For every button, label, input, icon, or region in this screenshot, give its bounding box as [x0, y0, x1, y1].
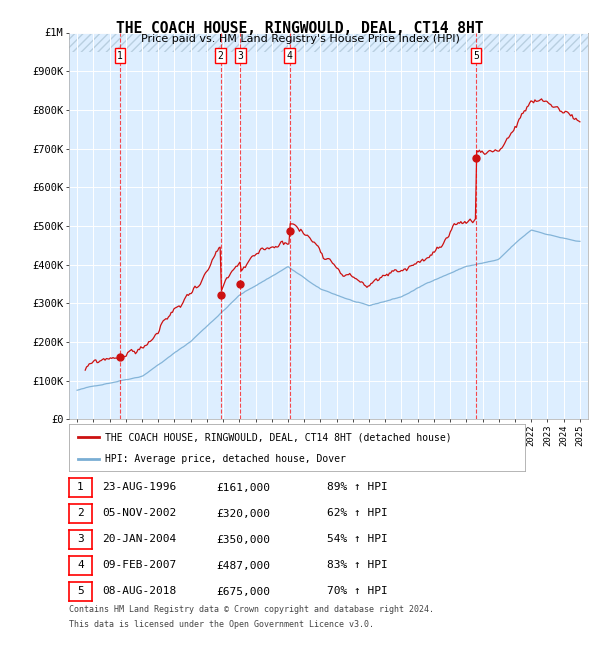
Text: 1: 1	[117, 51, 123, 60]
Text: 23-AUG-1996: 23-AUG-1996	[102, 482, 176, 493]
Text: 54% ↑ HPI: 54% ↑ HPI	[327, 534, 388, 545]
Text: £320,000: £320,000	[216, 508, 270, 519]
Text: 62% ↑ HPI: 62% ↑ HPI	[327, 508, 388, 519]
Text: Price paid vs. HM Land Registry's House Price Index (HPI): Price paid vs. HM Land Registry's House …	[140, 34, 460, 44]
Text: 1: 1	[77, 482, 84, 493]
Text: 70% ↑ HPI: 70% ↑ HPI	[327, 586, 388, 597]
Text: 3: 3	[237, 51, 243, 60]
Text: HPI: Average price, detached house, Dover: HPI: Average price, detached house, Dove…	[106, 454, 346, 464]
Text: 05-NOV-2002: 05-NOV-2002	[102, 508, 176, 519]
Text: 4: 4	[287, 51, 293, 60]
Text: Contains HM Land Registry data © Crown copyright and database right 2024.: Contains HM Land Registry data © Crown c…	[69, 605, 434, 614]
Bar	[69, 32, 588, 52]
Text: £487,000: £487,000	[216, 560, 270, 571]
Text: 4: 4	[77, 560, 84, 571]
Text: THE COACH HOUSE, RINGWOULD, DEAL, CT14 8HT: THE COACH HOUSE, RINGWOULD, DEAL, CT14 8…	[116, 21, 484, 36]
Text: 83% ↑ HPI: 83% ↑ HPI	[327, 560, 388, 571]
Text: £161,000: £161,000	[216, 482, 270, 493]
Text: 89% ↑ HPI: 89% ↑ HPI	[327, 482, 388, 493]
Text: 3: 3	[77, 534, 84, 545]
Text: 2: 2	[77, 508, 84, 519]
Text: 5: 5	[473, 51, 479, 60]
Text: 09-FEB-2007: 09-FEB-2007	[102, 560, 176, 571]
Text: 08-AUG-2018: 08-AUG-2018	[102, 586, 176, 597]
Text: 2: 2	[218, 51, 223, 60]
Text: 20-JAN-2004: 20-JAN-2004	[102, 534, 176, 545]
Text: THE COACH HOUSE, RINGWOULD, DEAL, CT14 8HT (detached house): THE COACH HOUSE, RINGWOULD, DEAL, CT14 8…	[106, 432, 452, 442]
Text: This data is licensed under the Open Government Licence v3.0.: This data is licensed under the Open Gov…	[69, 620, 374, 629]
Text: £350,000: £350,000	[216, 534, 270, 545]
Text: 5: 5	[77, 586, 84, 597]
Text: £675,000: £675,000	[216, 586, 270, 597]
